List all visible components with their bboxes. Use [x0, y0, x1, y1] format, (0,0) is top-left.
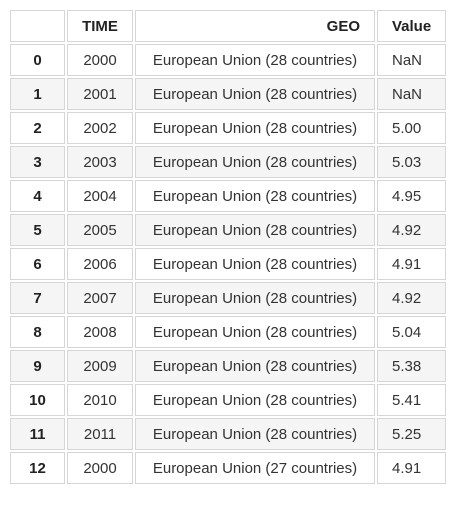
time-cell: 2003	[67, 146, 133, 178]
table-row: 11 2011 European Union (28 countries) 5.25	[10, 418, 447, 450]
table-row: 10 2010 European Union (28 countries) 5.41	[10, 384, 447, 416]
table-row: 7 2007 European Union (28 countries) 4.92	[10, 282, 447, 314]
value-cell: 4.95	[377, 180, 447, 212]
header-geo: GEO	[135, 10, 375, 42]
row-index-cell: 7	[10, 282, 65, 314]
geo-cell: European Union (28 countries)	[135, 180, 375, 212]
table-body: 0 2000 European Union (28 countries) NaN 1 20…	[10, 44, 447, 484]
geo-cell: European Union (28 countries)	[135, 316, 375, 348]
time-cell: 2005	[67, 214, 133, 246]
geo-cell: European Union (28 countries)	[135, 44, 375, 76]
value-cell: 4.92	[377, 282, 447, 314]
table-row: 12 2000 European Union (27 countries) 4.91	[10, 452, 447, 484]
dataframe-container: TIME GEO Value 0 2000 European Union (28 c…	[8, 8, 448, 486]
geo-cell: European Union (28 countries)	[135, 78, 375, 110]
row-index-cell: 10	[10, 384, 65, 416]
row-index-cell: 1	[10, 78, 65, 110]
header-value: Value	[377, 10, 447, 42]
time-cell: 2011	[67, 418, 133, 450]
row-index-cell: 4	[10, 180, 65, 212]
time-cell: 2000	[67, 44, 133, 76]
table-row: 5 2005 European Union (28 countries) 4.92	[10, 214, 447, 246]
header-time: TIME	[67, 10, 133, 42]
table-row: 9 2009 European Union (28 countries) 5.38	[10, 350, 447, 382]
geo-cell: European Union (28 countries)	[135, 418, 375, 450]
time-cell: 2004	[67, 180, 133, 212]
row-index-cell: 8	[10, 316, 65, 348]
table-row: 3 2003 European Union (28 countries) 5.03	[10, 146, 447, 178]
time-cell: 2010	[67, 384, 133, 416]
value-cell: 4.91	[377, 452, 447, 484]
value-cell: 4.91	[377, 248, 447, 280]
geo-cell: European Union (28 countries)	[135, 350, 375, 382]
value-cell: 5.00	[377, 112, 447, 144]
time-cell: 2008	[67, 316, 133, 348]
row-index-cell: 3	[10, 146, 65, 178]
geo-cell: European Union (28 countries)	[135, 248, 375, 280]
table-row: 1 2001 European Union (28 countries) NaN	[10, 78, 447, 110]
geo-cell: European Union (28 countries)	[135, 146, 375, 178]
geo-cell: European Union (28 countries)	[135, 282, 375, 314]
value-cell: 5.04	[377, 316, 447, 348]
value-cell: 5.41	[377, 384, 447, 416]
dataframe-table: TIME GEO Value 0 2000 European Union (28 c…	[8, 8, 448, 486]
geo-cell: European Union (28 countries)	[135, 384, 375, 416]
header-index	[10, 10, 65, 42]
row-index-cell: 6	[10, 248, 65, 280]
value-cell: 4.92	[377, 214, 447, 246]
geo-cell: European Union (27 countries)	[135, 452, 375, 484]
row-index-cell: 9	[10, 350, 65, 382]
value-cell: NaN	[377, 44, 447, 76]
geo-cell: European Union (28 countries)	[135, 214, 375, 246]
geo-cell: European Union (28 countries)	[135, 112, 375, 144]
value-cell: 5.25	[377, 418, 447, 450]
table-row: 6 2006 European Union (28 countries) 4.91	[10, 248, 447, 280]
time-cell: 2001	[67, 78, 133, 110]
time-cell: 2002	[67, 112, 133, 144]
value-cell: 5.03	[377, 146, 447, 178]
time-cell: 2007	[67, 282, 133, 314]
row-index-cell: 0	[10, 44, 65, 76]
row-index-cell: 5	[10, 214, 65, 246]
time-cell: 2006	[67, 248, 133, 280]
table-row: 4 2004 European Union (28 countries) 4.95	[10, 180, 447, 212]
table-row: 8 2008 European Union (28 countries) 5.04	[10, 316, 447, 348]
table-row: 2 2002 European Union (28 countries) 5.00	[10, 112, 447, 144]
row-index-cell: 12	[10, 452, 65, 484]
time-cell: 2009	[67, 350, 133, 382]
row-index-cell: 11	[10, 418, 65, 450]
value-cell: NaN	[377, 78, 447, 110]
header-row: TIME GEO Value	[10, 10, 447, 42]
table-header: TIME GEO Value	[10, 10, 447, 42]
time-cell: 2000	[67, 452, 133, 484]
row-index-cell: 2	[10, 112, 65, 144]
table-row: 0 2000 European Union (28 countries) NaN	[10, 44, 447, 76]
value-cell: 5.38	[377, 350, 447, 382]
